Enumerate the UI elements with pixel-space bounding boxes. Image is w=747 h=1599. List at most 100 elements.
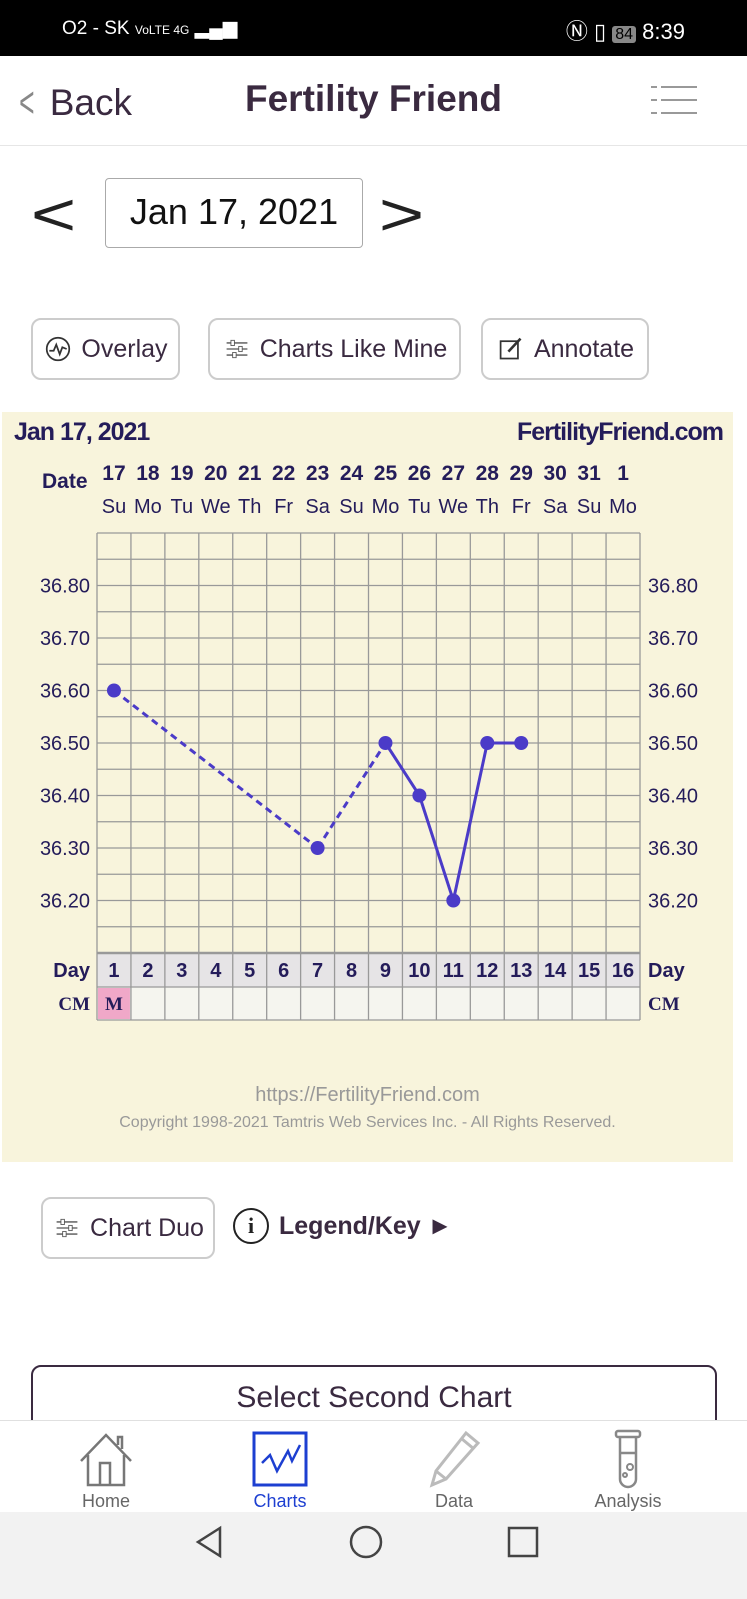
charts-like-mine-label: Charts Like Mine <box>259 334 448 363</box>
nfc-icon: Ⓝ <box>565 19 588 44</box>
carrier: O2 - SK <box>62 18 130 39</box>
temp-line-segment <box>417 795 455 901</box>
day-tick: 12 <box>476 960 498 982</box>
day-row-label: Day <box>648 960 686 982</box>
nav-data[interactable]: Data <box>394 1421 514 1512</box>
weekday-tick: Mo <box>609 496 637 518</box>
prev-date-button[interactable]: < <box>30 181 77 248</box>
status-bar: O2 - SK VoLTE 4G ▂▄▆ Ⓝ ▯ 84 8:39 <box>0 0 747 56</box>
legend-key-label: Legend/Key ► <box>279 1211 453 1240</box>
date-tick: 17 <box>102 462 125 485</box>
date-tick: 26 <box>408 462 431 485</box>
day-tick: 10 <box>408 960 430 982</box>
temp-point <box>514 736 529 750</box>
weekday-tick: Tu <box>171 496 194 518</box>
day-tick: 9 <box>380 960 391 982</box>
date-tick: 28 <box>476 462 500 485</box>
y-tick-right: 36.70 <box>648 628 698 650</box>
day-row-label: Day <box>53 960 91 982</box>
chart-icon <box>252 1431 308 1487</box>
legend-key-link[interactable]: i Legend/Key ► <box>233 1208 452 1244</box>
system-nav-bar <box>0 1512 747 1599</box>
day-tick: 2 <box>142 960 153 982</box>
y-tick-left: 36.70 <box>40 628 90 650</box>
day-tick: 6 <box>278 960 289 982</box>
cm-row-label: CM <box>58 994 90 1015</box>
overlay-icon <box>46 336 71 362</box>
y-tick-left: 36.60 <box>40 681 90 703</box>
date-tick: 1 <box>617 462 629 485</box>
date-tick: 22 <box>272 462 295 485</box>
charts-like-mine-button[interactable]: Charts Like Mine <box>208 318 461 380</box>
y-tick-left: 36.30 <box>40 838 90 860</box>
info-icon: i <box>233 1208 269 1244</box>
signal-icon: ▂▄▆ <box>194 18 238 39</box>
y-tick-right: 36.40 <box>648 786 698 808</box>
cm-row-label: CM <box>648 994 680 1015</box>
weekday-tick: Fr <box>512 496 531 518</box>
bottom-nav: Home Charts Data Analysis <box>0 1420 747 1512</box>
temp-point <box>480 736 495 750</box>
weekday-tick: Su <box>577 496 601 518</box>
date-tick: 19 <box>170 462 193 485</box>
date-tick: 21 <box>238 462 262 485</box>
system-recents-icon[interactable] <box>505 1524 541 1560</box>
day-tick: 13 <box>510 960 532 982</box>
date-field[interactable]: Jan 17, 2021 <box>105 178 363 248</box>
chevron-left-icon: < <box>19 78 35 127</box>
day-tick: 4 <box>210 960 222 982</box>
temp-line-segment <box>113 689 319 850</box>
weekday-tick: Su <box>102 496 126 518</box>
temp-line-segment <box>316 742 387 849</box>
menu-icon[interactable] <box>651 86 697 116</box>
weekday-tick: Mo <box>134 496 162 518</box>
weekday-tick: We <box>439 496 469 518</box>
day-tick: 14 <box>544 960 567 982</box>
nav-charts-label: Charts <box>253 1491 307 1511</box>
weekday-tick: Th <box>238 496 261 518</box>
day-tick: 7 <box>312 960 323 982</box>
pencil-icon <box>429 1430 481 1488</box>
nav-charts[interactable]: Charts <box>220 1421 340 1512</box>
edit-icon <box>499 337 522 360</box>
annotate-button[interactable]: Annotate <box>481 318 649 380</box>
y-tick-right: 36.30 <box>648 838 698 860</box>
nav-analysis-label: Analysis <box>594 1491 662 1511</box>
weekday-tick: Tu <box>408 496 431 518</box>
chart-duo-button[interactable]: Chart Duo <box>41 1197 215 1259</box>
date-tick: 18 <box>136 462 160 485</box>
chart-duo-label: Chart Duo <box>90 1213 204 1242</box>
date-tick: 30 <box>543 462 566 485</box>
system-back-icon[interactable] <box>192 1524 228 1560</box>
next-date-button[interactable]: > <box>378 181 425 248</box>
chart-date: Jan 17, 2021 <box>14 418 150 446</box>
overlay-label: Overlay <box>81 334 168 363</box>
sliders-icon <box>56 1218 78 1238</box>
nav-home-label: Home <box>81 1491 130 1511</box>
weekday-tick: Su <box>339 496 363 518</box>
weekday-tick: We <box>201 496 231 518</box>
y-tick-right: 36.50 <box>648 733 698 755</box>
date-tick: 31 <box>577 462 601 485</box>
annotate-label: Annotate <box>533 334 635 363</box>
app-title: Fertility Friend <box>245 78 502 119</box>
y-tick-right: 36.20 <box>648 891 698 913</box>
back-button[interactable]: < Back <box>14 78 132 128</box>
weekday-tick: Sa <box>543 496 568 518</box>
overlay-button[interactable]: Overlay <box>31 318 180 380</box>
cm-cell <box>98 988 130 1019</box>
fertility-chart: Jan 17, 2021 FertilityFriend.com Date 17… <box>2 412 733 1162</box>
nav-home[interactable]: Home <box>46 1421 166 1512</box>
footer-url: https://FertilityFriend.com <box>255 1084 480 1106</box>
day-tick: 3 <box>176 960 187 982</box>
nav-analysis[interactable]: Analysis <box>568 1421 688 1512</box>
system-home-icon[interactable] <box>348 1524 384 1560</box>
temp-line-segment <box>384 742 421 797</box>
day-tick: 1 <box>108 960 119 982</box>
network-indicator: VoLTE 4G <box>134 23 190 37</box>
date-tick: 23 <box>306 462 329 485</box>
home-icon <box>80 1433 132 1487</box>
temp-point <box>310 841 325 855</box>
sliders-icon <box>226 339 248 359</box>
day-tick: 5 <box>244 960 255 982</box>
